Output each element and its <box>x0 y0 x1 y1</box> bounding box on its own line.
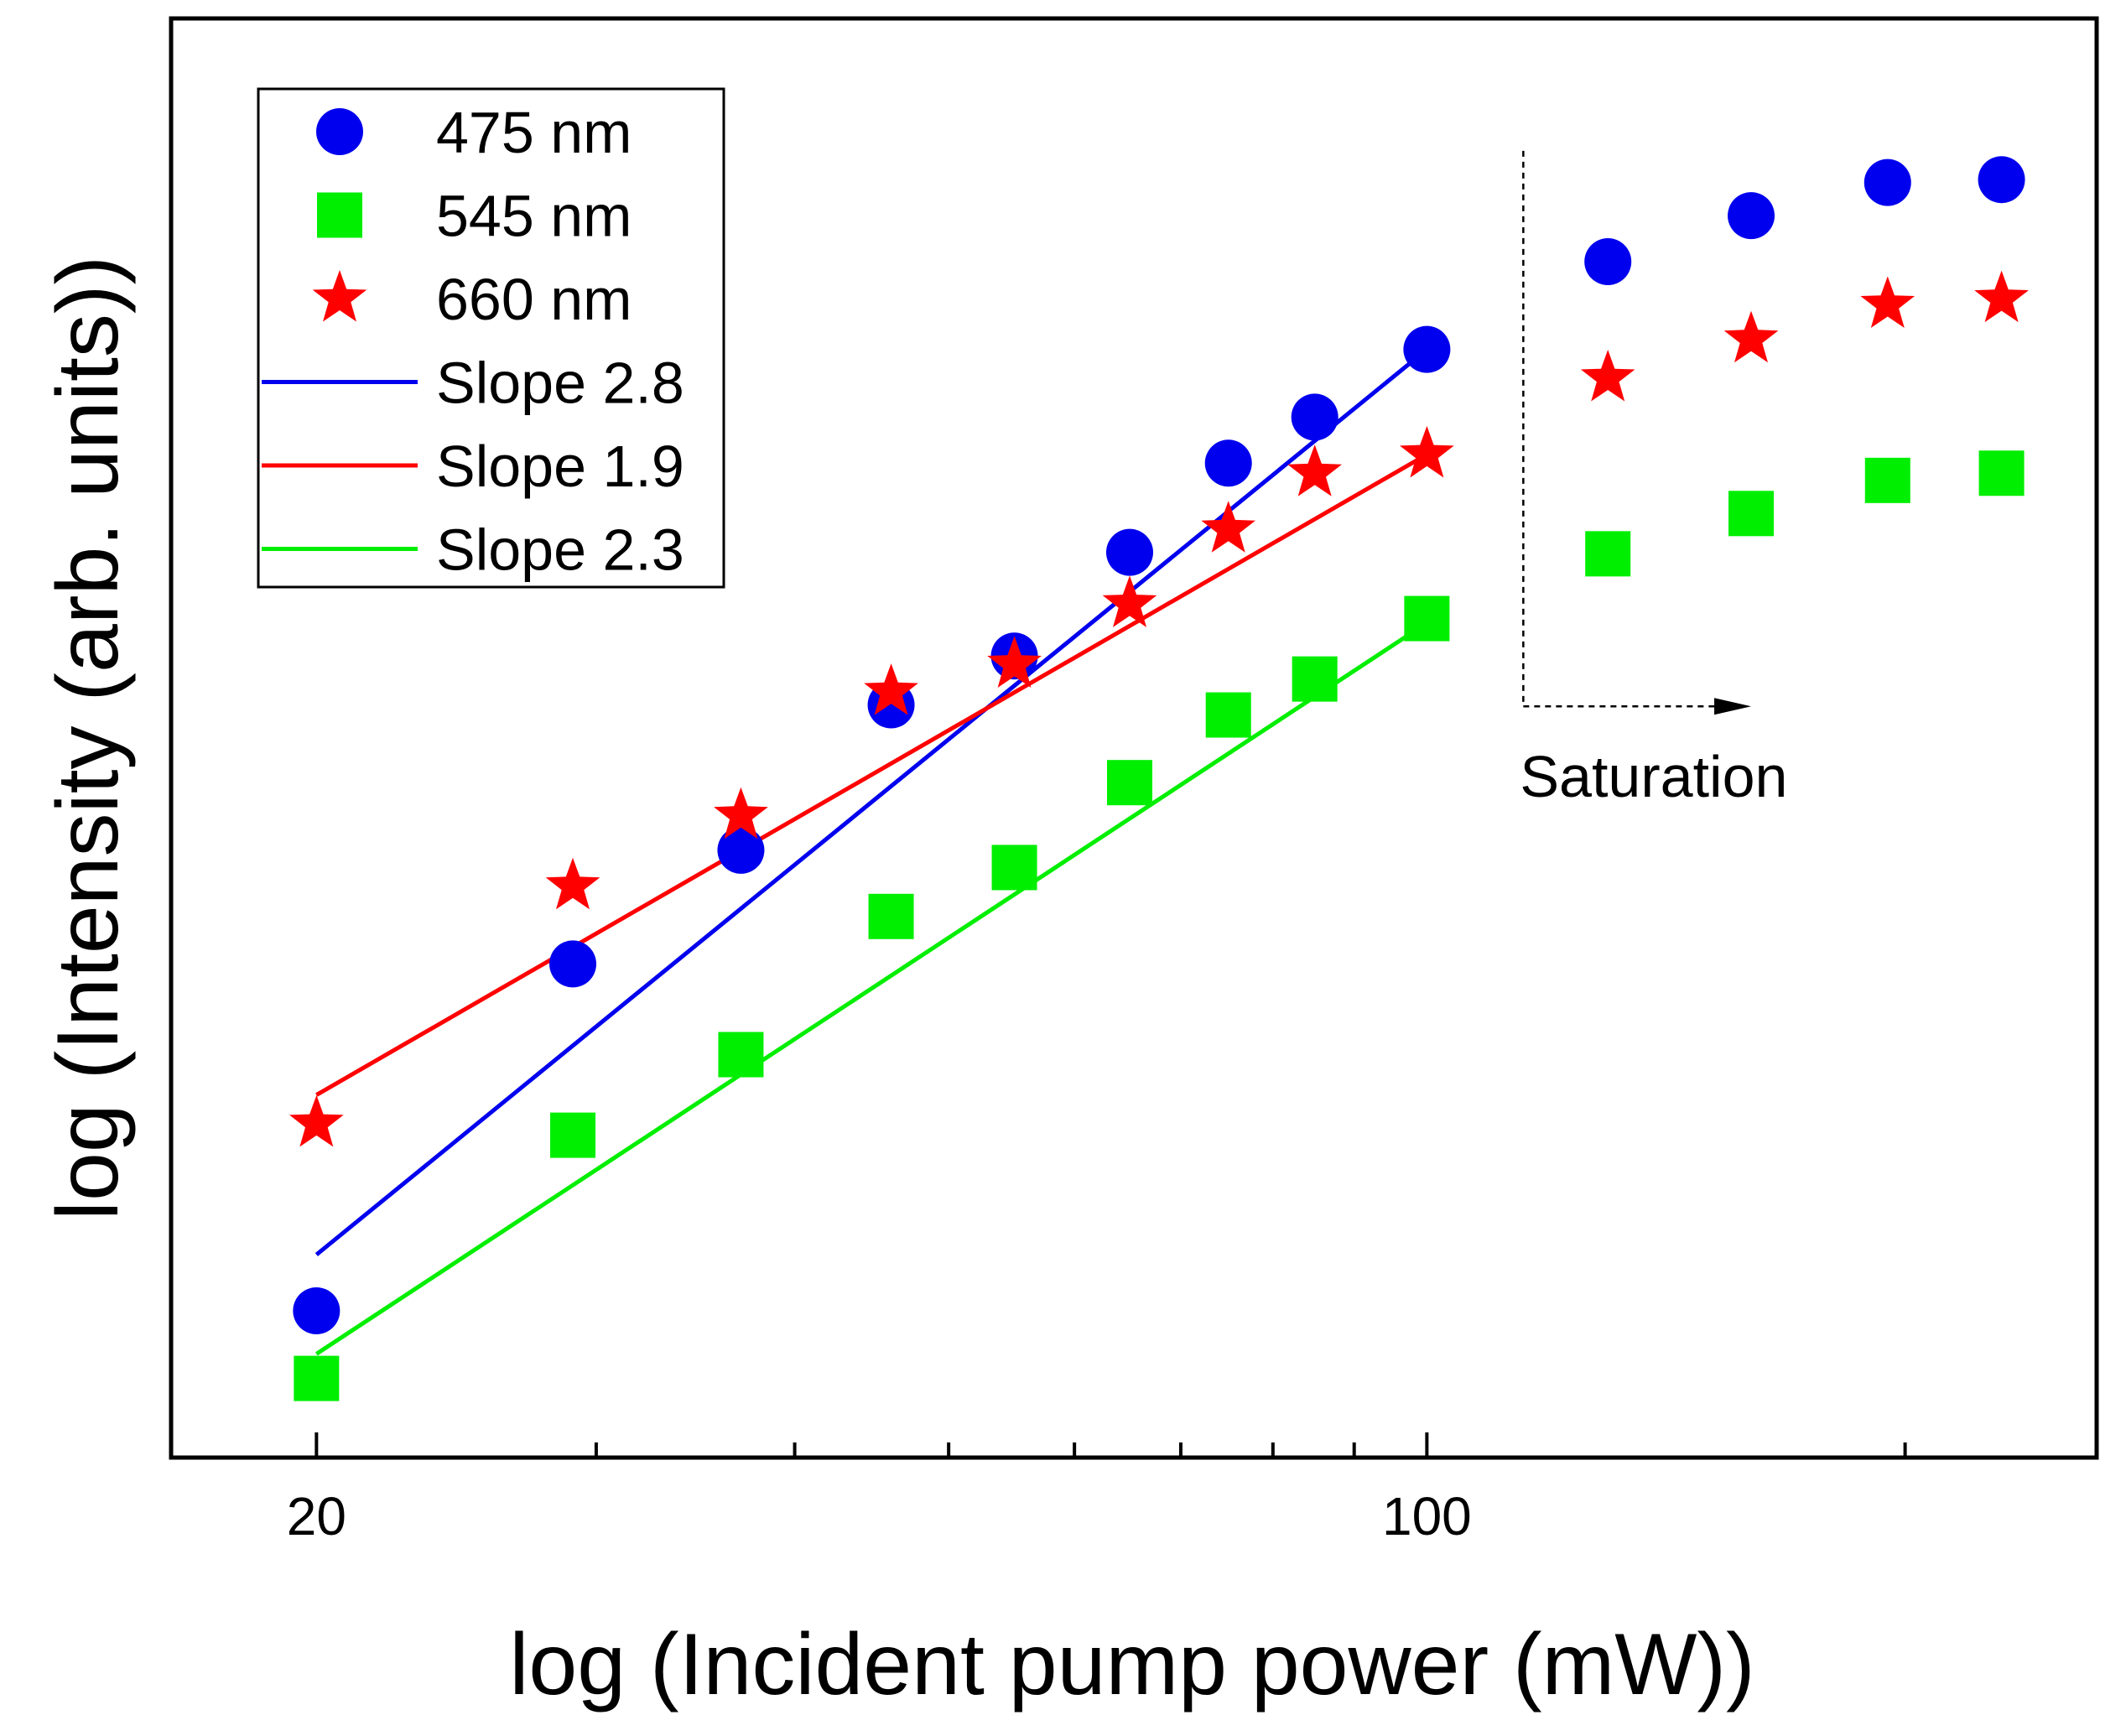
point-545-nm-10 <box>1728 491 1775 537</box>
point-545-nm-6 <box>1205 692 1251 738</box>
x-axis-ticks: 20 100 <box>287 1432 1907 1546</box>
point-545-nm-3 <box>868 893 914 939</box>
point-660-nm-5 <box>1102 575 1157 627</box>
fit-line-slope-1-9 <box>315 452 1428 1097</box>
point-545-nm-2 <box>718 1032 764 1078</box>
point-660-nm-2 <box>714 787 768 839</box>
point-545-nm-5 <box>1106 760 1152 806</box>
fit-lines <box>314 347 1428 1356</box>
fit-line-slope-2-3 <box>314 621 1428 1356</box>
legend-label-475-nm: 475 nm <box>436 100 632 165</box>
legend-symbol-545-nm <box>317 192 362 238</box>
point-545-nm-9 <box>1585 531 1631 577</box>
point-660-nm-10 <box>1723 310 1779 363</box>
point-545-nm-8 <box>1404 595 1450 642</box>
point-660-nm-9 <box>1580 350 1635 402</box>
plot-frame <box>169 16 2099 1460</box>
point-660-nm-7 <box>1287 444 1342 496</box>
legend-symbol-660-nm <box>312 270 367 322</box>
legend-label-slope-2-8: Slope 2.8 <box>436 351 684 416</box>
point-475-nm-12 <box>1978 156 2025 204</box>
x-axis-title: log (Incident pump power (mW)) <box>509 1616 1754 1713</box>
point-475-nm-9 <box>1584 238 1632 286</box>
point-660-nm-1 <box>545 857 600 910</box>
point-475-nm-8 <box>1403 325 1451 373</box>
point-660-nm-6 <box>1201 501 1255 553</box>
legend-label-slope-1-9: Slope 1.9 <box>436 434 684 499</box>
point-475-nm-0 <box>293 1286 340 1334</box>
point-660-nm-4 <box>987 636 1042 688</box>
point-660-nm-8 <box>1400 425 1454 478</box>
saturation-label: Saturation <box>1520 744 1787 809</box>
point-475-nm-7 <box>1291 393 1338 441</box>
point-545-nm-4 <box>991 845 1037 891</box>
point-545-nm-0 <box>294 1355 340 1401</box>
point-545-nm-12 <box>1978 450 2025 496</box>
point-545-nm-1 <box>550 1112 596 1158</box>
data-markers <box>289 156 2029 1401</box>
point-475-nm-10 <box>1728 192 1775 240</box>
legend-label-660-nm: 660 nm <box>436 267 632 332</box>
point-660-nm-3 <box>864 663 918 715</box>
point-475-nm-6 <box>1204 439 1252 487</box>
point-475-nm-11 <box>1863 159 1911 206</box>
fit-line-slope-2-8 <box>314 347 1428 1256</box>
point-475-nm-1 <box>549 940 597 988</box>
x-tick-label-20: 20 <box>287 1486 346 1546</box>
point-660-nm-12 <box>1974 270 2029 323</box>
point-660-nm-0 <box>289 1094 344 1147</box>
legend-box <box>257 87 725 589</box>
point-660-nm-11 <box>1860 276 1915 328</box>
legend-label-545-nm: 545 nm <box>436 184 632 249</box>
legend: 475 nm 545 nm 660 nm Slope 2.8 Slope 1.9 Slop… <box>257 87 725 589</box>
y-axis-title: log (Intensity (arb. units)) <box>39 256 137 1220</box>
x-tick-label-100: 100 <box>1382 1486 1472 1546</box>
saturation-annotation: Saturation <box>1520 150 1787 809</box>
point-545-nm-11 <box>1864 457 1910 503</box>
point-545-nm-7 <box>1292 656 1338 702</box>
legend-label-slope-2-3: Slope 2.3 <box>436 517 684 583</box>
legend-symbol-475-nm <box>316 108 363 155</box>
point-475-nm-5 <box>1105 528 1153 576</box>
point-475-nm-2 <box>717 826 765 874</box>
saturation-arrowhead <box>1714 698 1752 715</box>
